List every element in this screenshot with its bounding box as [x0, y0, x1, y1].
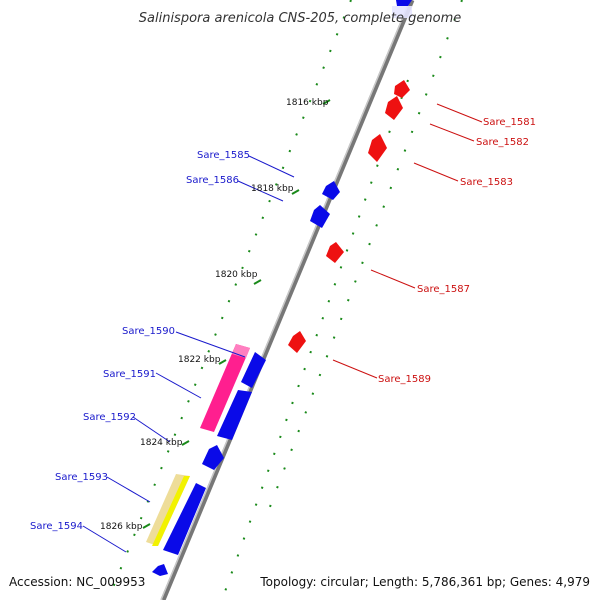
kbp-label-1826: 1826 kbp [100, 522, 143, 532]
gene-label-sare-1589[interactable]: Sare_1589 [378, 374, 431, 385]
gene-label-sare-1594[interactable]: Sare_1594 [30, 521, 83, 532]
tick-track-left [107, 0, 352, 600]
gene-sare-1585[interactable] [322, 181, 340, 200]
leaders-forward [332, 103, 483, 379]
gene-sare-1590-rna[interactable] [200, 344, 250, 432]
kbp-label-1820: 1820 kbp [215, 270, 258, 280]
leaders-reverse [82, 155, 295, 553]
kbp-label-1818: 1818 kbp [251, 184, 294, 194]
gene-label-sare-1586[interactable]: Sare_1586 [186, 175, 239, 186]
gene-sare-1593-misc[interactable] [146, 474, 190, 546]
kbp-label-1816: 1816 kbp [286, 98, 329, 108]
gene-sare-1582[interactable] [385, 96, 403, 120]
kbp-label-1822: 1822 kbp [178, 355, 221, 365]
kbp-label-1824: 1824 kbp [140, 438, 183, 448]
tick-track-far-right [264, 0, 463, 521]
gene-sare-1591[interactable] [217, 390, 252, 440]
gene-label-sare-1581[interactable]: Sare_1581 [483, 117, 536, 128]
gene-label-sare-1591[interactable]: Sare_1591 [103, 369, 156, 380]
gene-top-arrow[interactable] [392, 0, 412, 18]
gene-sare-1587[interactable] [326, 242, 344, 263]
gene-sare-1589[interactable] [288, 331, 306, 353]
gene-label-sare-1590[interactable]: Sare_1590 [122, 326, 175, 337]
genome-backbone [160, 0, 415, 600]
gene-label-sare-1592[interactable]: Sare_1592 [83, 412, 136, 423]
topology-text: Topology: circular; Length: 5,786,361 bp… [259, 575, 590, 589]
gene-label-sare-1582[interactable]: Sare_1582 [476, 137, 529, 148]
gene-sare-1592[interactable] [202, 445, 224, 470]
gene-label-sare-1583[interactable]: Sare_1583 [460, 177, 513, 188]
gene-sare-1583[interactable] [368, 134, 387, 162]
gene-label-sare-1587[interactable]: Sare_1587 [417, 284, 470, 295]
accession-text: Accession: NC_009953 [9, 575, 145, 589]
gene-sare-1586[interactable] [310, 205, 330, 228]
gene-label-sare-1585[interactable]: Sare_1585 [197, 150, 250, 161]
gene-sare-1593[interactable] [163, 483, 206, 555]
map-title: Salinispora arenicola CNS-205, complete … [139, 11, 461, 26]
major-ticks [142, 99, 331, 529]
gene-sare-1590[interactable] [241, 352, 266, 388]
gene-label-sare-1593[interactable]: Sare_1593 [55, 472, 108, 483]
gene-sare-1594[interactable] [152, 564, 168, 576]
gene-sare-1581[interactable] [394, 80, 410, 98]
